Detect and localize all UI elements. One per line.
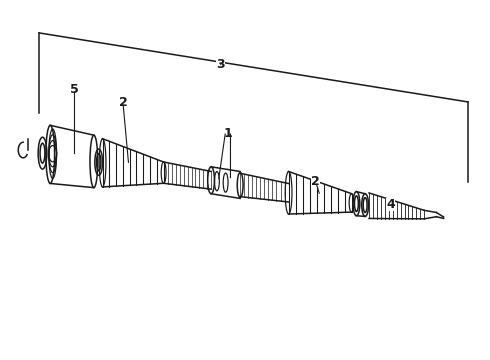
Text: 5: 5 xyxy=(70,83,79,96)
Text: 2: 2 xyxy=(311,175,320,188)
Text: 2: 2 xyxy=(119,95,127,108)
Text: 1: 1 xyxy=(223,127,232,140)
Text: 3: 3 xyxy=(217,58,225,71)
Text: 4: 4 xyxy=(386,198,395,211)
